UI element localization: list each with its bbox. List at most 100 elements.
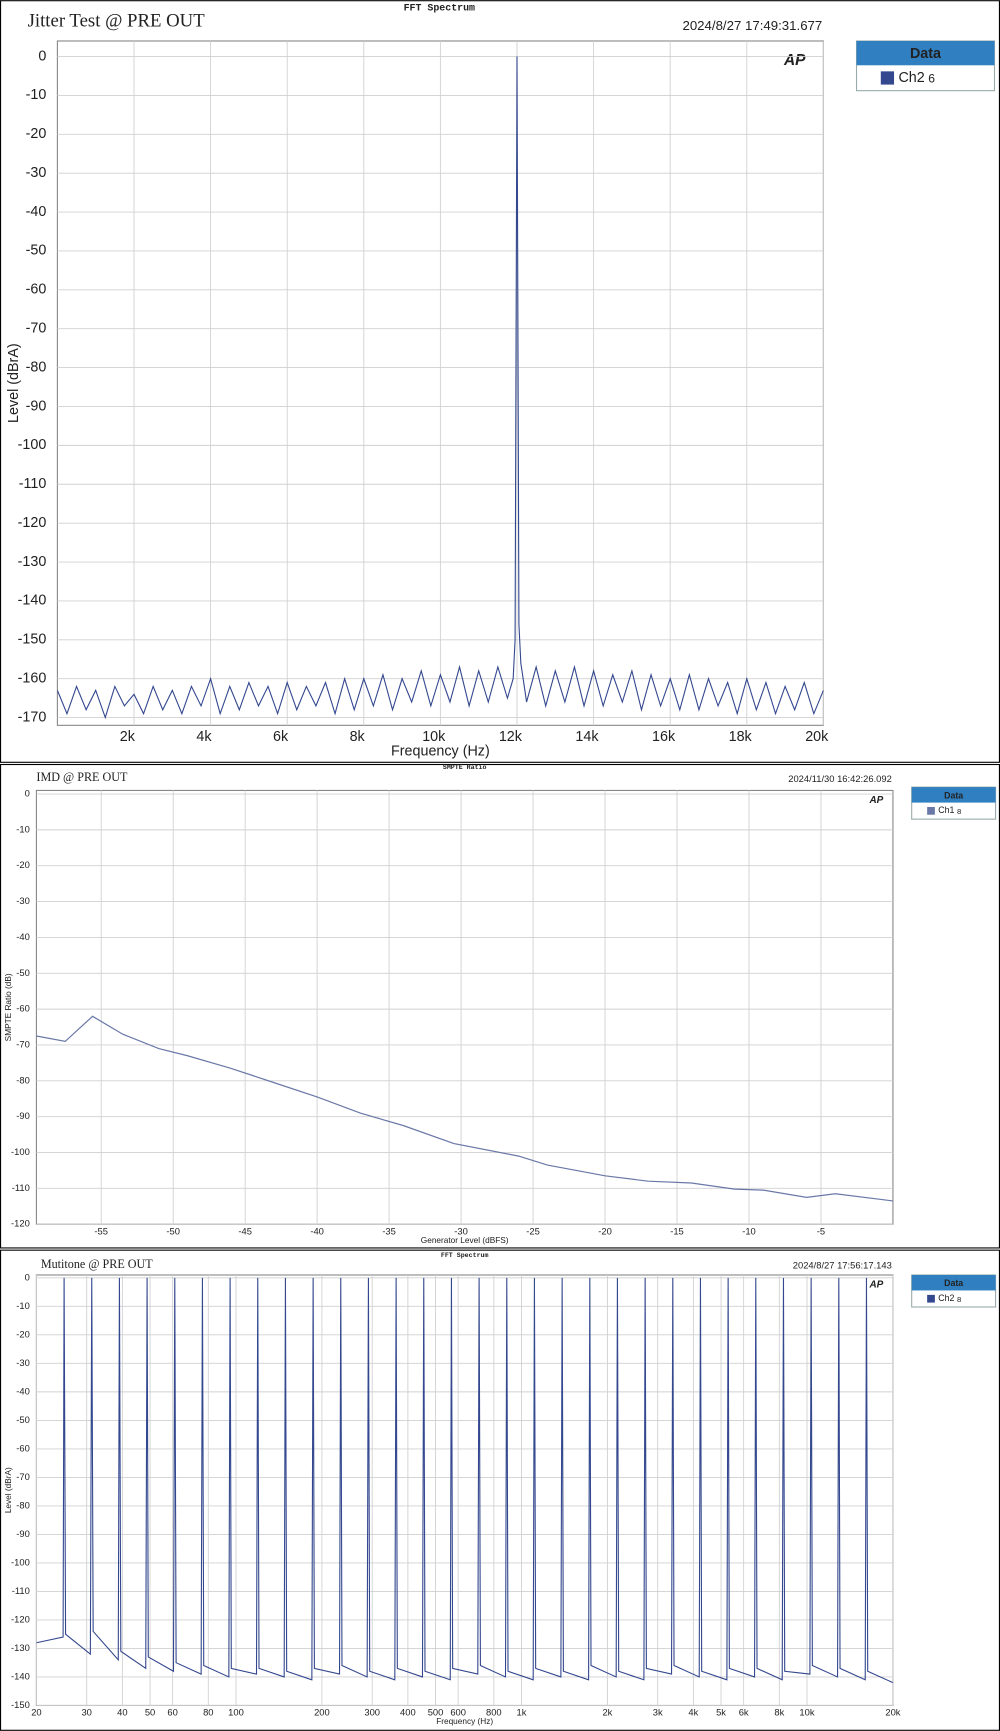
- x-tick-label: 300: [364, 1708, 380, 1718]
- x-tick-label: 20: [31, 1708, 41, 1718]
- series-line: [36, 1015, 893, 1202]
- logo: AP: [783, 52, 806, 69]
- y-tick-label: -120: [18, 515, 47, 531]
- y-tick-label: -30: [26, 165, 47, 181]
- y-axis-label: SMPTE Ratio (dB): [4, 973, 13, 1041]
- y-tick-label: -100: [18, 437, 47, 453]
- timestamp: 2024/8/27 17:56:17.143: [793, 1261, 892, 1271]
- y-axis-label: Level (dBrA): [6, 343, 22, 423]
- x-tick-label: -10: [742, 1226, 756, 1236]
- y-tick-label: -90: [16, 1529, 30, 1539]
- y-axis-label: Level (dBrA): [4, 1467, 13, 1513]
- x-tick-label: -25: [526, 1226, 540, 1236]
- timestamp: 2024/11/30 16:42:26.092: [788, 774, 892, 784]
- x-tick-label: 12k: [499, 729, 523, 745]
- x-tick-label: 18k: [729, 729, 753, 745]
- x-tick-label: -40: [310, 1226, 324, 1236]
- x-axis-label: Frequency (Hz): [391, 744, 490, 760]
- plot-area: [35, 789, 894, 1225]
- x-tick-label: 8k: [350, 729, 366, 745]
- chart-subtitle: SMPTE Ratio: [443, 763, 487, 771]
- y-tick-label: 0: [25, 789, 30, 799]
- legend-title: Data: [944, 790, 963, 800]
- y-tick-label: -60: [16, 1443, 30, 1453]
- legend-swatch: [927, 1294, 935, 1303]
- plot-area: [35, 1274, 894, 1707]
- x-tick-label: 60: [167, 1708, 177, 1718]
- legend-label: Ch1: [938, 805, 954, 815]
- y-tick-label: -100: [11, 1147, 30, 1157]
- x-tick-label: 10k: [799, 1708, 814, 1718]
- legend-header: [911, 787, 996, 803]
- legend-title: Data: [944, 1278, 963, 1288]
- x-tick-label: -15: [670, 1226, 684, 1236]
- chart-subtitle: FFT Spectrum: [441, 1251, 489, 1259]
- y-tick-label: -40: [16, 1386, 30, 1396]
- x-tick-label: 2k: [602, 1708, 612, 1718]
- x-tick-label: 80: [203, 1708, 213, 1718]
- y-tick-label: -140: [18, 593, 47, 609]
- chart-title: IMD @ PRE OUT: [36, 770, 128, 784]
- y-tick-label: -170: [18, 709, 47, 725]
- x-tick-label: 30: [81, 1708, 91, 1718]
- y-tick-label: -90: [26, 398, 47, 414]
- legend-number: 8: [957, 807, 961, 816]
- series-line: [36, 1277, 893, 1684]
- x-tick-label: -35: [382, 1226, 396, 1236]
- x-tick-label: 16k: [652, 729, 676, 745]
- x-tick-label: 3k: [653, 1708, 663, 1718]
- y-tick-label: -20: [16, 860, 30, 870]
- x-tick-label: 1k: [517, 1708, 527, 1718]
- y-tick-label: -90: [16, 1111, 30, 1121]
- y-tick-label: -110: [12, 1183, 30, 1193]
- x-axis-label: Generator Level (dBFS): [421, 1236, 509, 1245]
- x-tick-label: -45: [238, 1226, 252, 1236]
- legend-swatch: [880, 71, 895, 85]
- x-tick-label: 200: [314, 1708, 330, 1718]
- x-tick-label: 6k: [739, 1708, 749, 1718]
- x-tick-label: 20k: [885, 1708, 900, 1718]
- x-tick-label: -50: [166, 1226, 180, 1236]
- legend-number: 6: [928, 71, 935, 85]
- y-tick-label: -40: [16, 932, 30, 942]
- legend-header: [856, 40, 995, 66]
- y-tick-label: -100: [11, 1557, 30, 1567]
- series-line: [57, 56, 824, 720]
- y-tick-label: -110: [19, 476, 47, 492]
- y-tick-label: -160: [18, 670, 47, 686]
- x-tick-label: 14k: [575, 729, 599, 745]
- logo: AP: [868, 1280, 883, 1291]
- legend-label: Ch2: [938, 1293, 954, 1303]
- chart-subtitle: FFT Spectrum: [404, 3, 475, 14]
- y-tick-label: -60: [26, 282, 47, 298]
- x-tick-label: 100: [228, 1708, 244, 1718]
- y-tick-label: -10: [16, 1301, 30, 1311]
- y-tick-label: -80: [16, 1075, 30, 1085]
- y-tick-label: -50: [16, 968, 30, 978]
- y-tick-label: -40: [26, 204, 47, 220]
- y-tick-label: -20: [26, 126, 47, 142]
- legend-swatch: [927, 807, 935, 815]
- x-tick-label: -30: [454, 1226, 468, 1236]
- x-tick-label: 8k: [774, 1708, 784, 1718]
- legend-title: Data: [910, 46, 942, 62]
- x-tick-label: 10k: [422, 729, 446, 745]
- y-tick-label: -30: [16, 896, 30, 906]
- y-tick-label: -30: [16, 1358, 30, 1368]
- y-tick-label: -80: [26, 359, 47, 375]
- chart-title: Jitter Test @ PRE OUT: [28, 11, 206, 32]
- y-tick-label: -110: [12, 1586, 30, 1596]
- y-tick-label: -150: [18, 632, 47, 648]
- chart-title: Mutitone @ PRE OUT: [41, 1257, 153, 1271]
- y-tick-label: -80: [16, 1500, 30, 1510]
- logo: AP: [868, 795, 883, 806]
- x-axis-label: Frequency (Hz): [436, 1717, 493, 1726]
- x-tick-label: 2k: [120, 729, 136, 745]
- y-tick-label: 0: [38, 48, 46, 64]
- y-tick-label: -130: [11, 1643, 30, 1653]
- x-tick-label: 40: [117, 1708, 127, 1718]
- x-tick-label: 600: [450, 1708, 466, 1718]
- legend-number: 8: [957, 1295, 961, 1304]
